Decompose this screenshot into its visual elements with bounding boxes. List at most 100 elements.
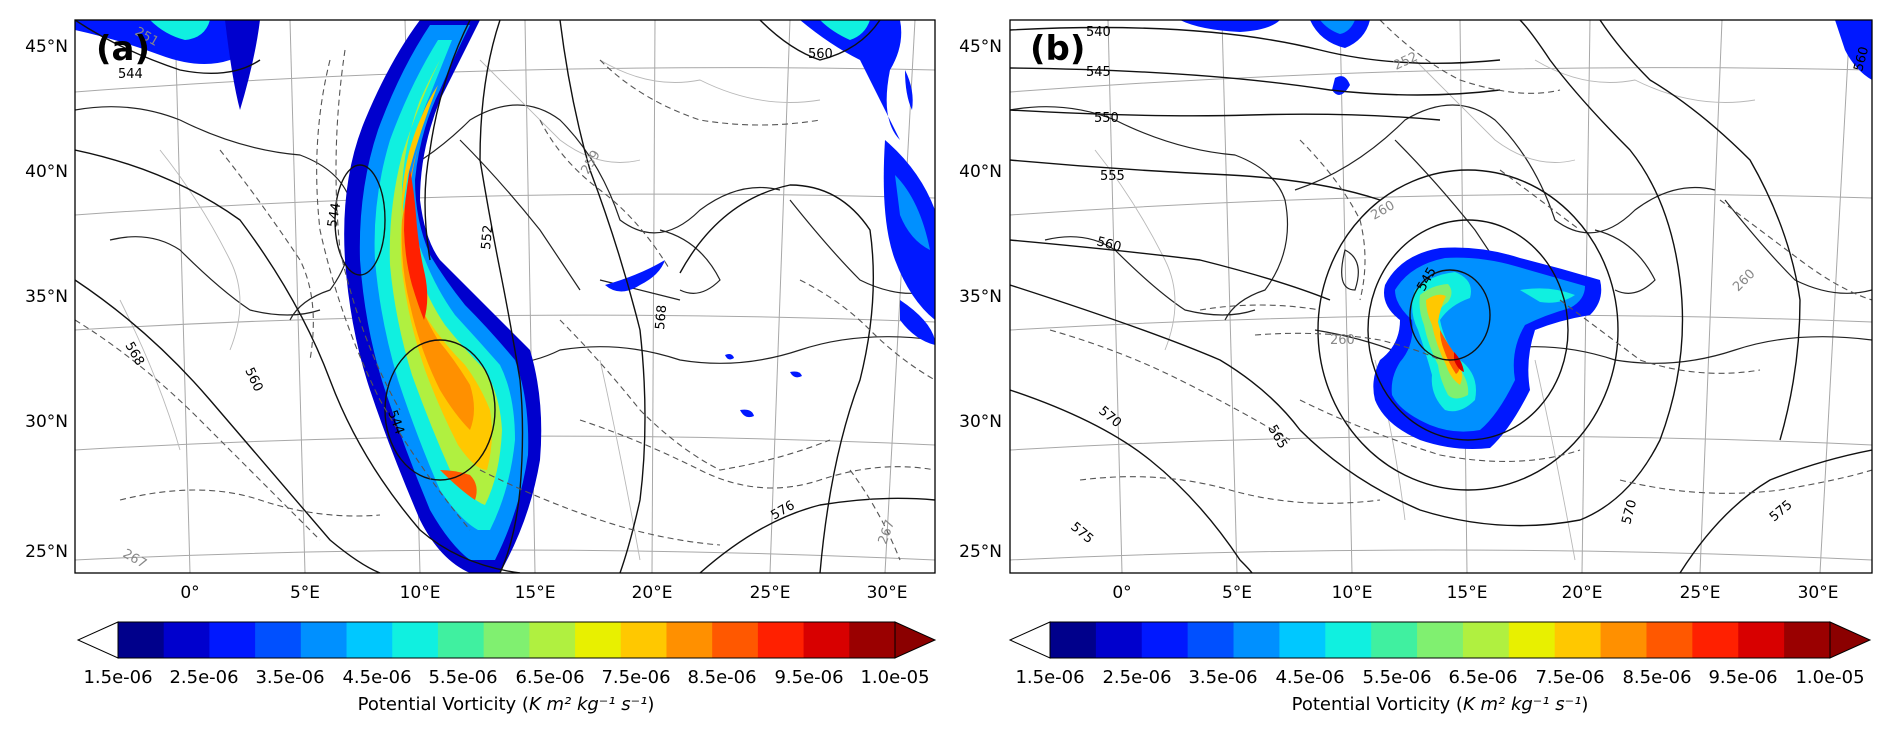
- panel-a-colorbar-tick: 6.5e-06: [515, 667, 584, 688]
- panel-b-lat-tick-35: 35°N: [959, 287, 1002, 307]
- panel-a-colorbar-tick: 8.5e-06: [687, 667, 756, 688]
- panel-a-colorbar-segment: [163, 622, 211, 658]
- panel-b-colorbar-segment: [1554, 622, 1602, 658]
- panel-b-lat-tick-30: 30°N: [959, 412, 1002, 432]
- panel-b-contour-label-545: 545: [1086, 65, 1111, 80]
- panel-b-lat-ticks: 45°N 40°N 35°N 30°N 25°N: [959, 37, 1002, 562]
- panel-a-lon-tick-25: 25°E: [750, 583, 791, 603]
- panel-a-colorbar-segments: [118, 622, 896, 658]
- panel-b-lon-tick-0: 0°: [1112, 583, 1131, 603]
- panel-a-geopotential-contours: [75, 20, 935, 573]
- panel-b-contour-label-550: 550: [1094, 111, 1119, 126]
- panel-a-colorbar-segment: [803, 622, 850, 658]
- panel-b-lat-tick-45: 45°N: [959, 37, 1002, 57]
- panel-b-colorbar-segment: [1738, 622, 1785, 658]
- panel-b-colorbar-segment: [1141, 622, 1189, 658]
- panel-b-contour-label-540: 540: [1086, 25, 1111, 40]
- panel-a-colorbar-segment: [437, 622, 485, 658]
- panel-a-colorbar-tick: 5.5e-06: [428, 667, 497, 688]
- panel-b-colorbar-segment: [1233, 622, 1281, 658]
- panel-a-lon-tick-0: 0°: [180, 583, 199, 603]
- panel-b-lon-tick-5: 5°E: [1222, 583, 1252, 603]
- panel-a-contour-label-568b: 568: [653, 304, 670, 330]
- panel-b-contour-label-555: 555: [1100, 169, 1125, 184]
- panel-b-colorbar-tick: 7.5e-06: [1535, 667, 1604, 688]
- panel-a-colorbar-tick: 7.5e-06: [601, 667, 670, 688]
- panel-a-lat-tick-40: 40°N: [25, 162, 68, 182]
- panel-a-colorbar-segment: [529, 622, 576, 658]
- panel-b-lon-tick-20: 20°E: [1562, 583, 1603, 603]
- panel-a-colorbar-under-triangle: [76, 621, 119, 659]
- panel-b-lon-tick-25: 25°E: [1680, 583, 1721, 603]
- panel-a-lon-tick-15: 15°E: [515, 583, 556, 603]
- panel-a-colorbar-segment: [849, 622, 896, 658]
- panel-a-colorbar-segment: [757, 622, 805, 658]
- panel-a-colorbar-tick: 4.5e-06: [342, 667, 411, 688]
- panel-a-contour-label-560a: 560: [808, 47, 833, 62]
- panel-b-colorbar-over-triangle: [1829, 621, 1872, 659]
- panel-a-colorbar-tick: 3.5e-06: [255, 667, 324, 688]
- panel-b-colorbar-segment: [1417, 622, 1464, 658]
- panel-a-colorbar-tick: 2.5e-06: [169, 667, 238, 688]
- panel-b-temperature-contours: [1049, 20, 1872, 504]
- panel-b-lat-tick-40: 40°N: [959, 162, 1002, 182]
- panel-a-colorbar-segment: [483, 622, 530, 658]
- panel-b-geopotential-contours: [1010, 20, 1872, 573]
- panel-b-colorbar-tick-labels: 1.5e-06 2.5e-06 3.5e-06 4.5e-06 5.5e-06 …: [1015, 667, 1864, 688]
- panel-a-contour-label-544b: 544: [325, 202, 344, 229]
- panel-a-colorbar-segment: [712, 622, 759, 658]
- panel-a-colorbar-segment: [118, 622, 165, 658]
- panel-b-lon-tick-10: 10°E: [1332, 583, 1373, 603]
- panel-a-colorbar-frame: [117, 621, 896, 659]
- panel-b-colorbar-tick: 8.5e-06: [1622, 667, 1691, 688]
- panel-a-colorbar-segment: [255, 622, 302, 658]
- panel-b-colorbar: 1.5e-06 2.5e-06 3.5e-06 4.5e-06 5.5e-06 …: [1008, 621, 1872, 715]
- panel-a-lon-tick-30: 30°E: [867, 583, 908, 603]
- panel-b-colorbar-segments: [1050, 622, 1831, 658]
- panel-a-lat-tick-30: 30°N: [25, 412, 68, 432]
- panel-a-lon-ticks: 0° 5°E 10°E 15°E 20°E 25°E 30°E: [180, 583, 907, 603]
- panel-b-colorbar-segment: [1325, 622, 1372, 658]
- panel-b-colorbar-segment: [1279, 622, 1326, 658]
- panel-a-lon-tick-10: 10°E: [400, 583, 441, 603]
- panel-b-colorbar-segment: [1600, 622, 1648, 658]
- panel-a-colorbar-segment: [392, 622, 439, 658]
- panel-b-colorbar-tick: 1.0e-05: [1795, 667, 1864, 688]
- panel-b-colorbar-segment: [1371, 622, 1418, 658]
- panel-a-colorbar: 1.5e-06 2.5e-06 3.5e-06 4.5e-06 5.5e-06 …: [76, 621, 937, 715]
- panel-b-colorbar-under-triangle: [1008, 621, 1051, 659]
- panel-a-temperature-contours: [75, 49, 935, 561]
- panel-a-colorbar-segment: [209, 622, 256, 658]
- panel-b-colorbar-segment: [1692, 622, 1739, 658]
- panel-a-colorbar-label: Potential Vorticity (K m² kg⁻¹ s⁻¹): [358, 694, 655, 715]
- panel-b-colorbar-segment: [1050, 622, 1097, 658]
- panel-b-colorbar-tick: 6.5e-06: [1448, 667, 1517, 688]
- panel-a-colorbar-tick: 1.0e-05: [860, 667, 929, 688]
- panel-b-colorbar-tick: 9.5e-06: [1708, 667, 1777, 688]
- panel-b-contour-label-260b: 260: [1330, 333, 1355, 348]
- panel-a-colorbar-tick-labels: 1.5e-06 2.5e-06 3.5e-06 4.5e-06 5.5e-06 …: [83, 667, 929, 688]
- panel-a-colorbar-segment: [300, 622, 348, 658]
- panel-b-colorbar-segment: [1508, 622, 1556, 658]
- panel-a-colorbar-segment: [346, 622, 393, 658]
- panel-b-lat-tick-25: 25°N: [959, 542, 1002, 562]
- panel-a-colorbar-segment: [620, 622, 668, 658]
- panel-b-colorbar-tick: 4.5e-06: [1275, 667, 1344, 688]
- panel-a-lat-tick-45: 45°N: [25, 37, 68, 57]
- panel-a-lat-tick-35: 35°N: [25, 287, 68, 307]
- panel-a-contour-label-552: 552: [479, 224, 496, 250]
- panel-b-colorbar-tick: 1.5e-06: [1015, 667, 1084, 688]
- panel-a-colorbar-tick: 9.5e-06: [774, 667, 843, 688]
- panel-a: 544 544 544 552 560 560 568 568 576 251 …: [25, 19, 937, 715]
- panel-a-colorbar-tick: 1.5e-06: [83, 667, 152, 688]
- panel-b: 540 545 550 555 560 545 565 570 570 575 …: [959, 19, 1873, 715]
- panel-b-lon-ticks: 0° 5°E 10°E 15°E 20°E 25°E 30°E: [1112, 583, 1838, 603]
- panel-b-colorbar-label: Potential Vorticity (K m² kg⁻¹ s⁻¹): [1292, 694, 1589, 715]
- panel-b-contour-label-570b: 570: [1619, 498, 1640, 526]
- panel-b-colorbar-tick: 3.5e-06: [1188, 667, 1257, 688]
- panel-a-colorbar-segment: [575, 622, 622, 658]
- panel-b-colorbar-segment: [1646, 622, 1693, 658]
- panel-a-lat-tick-25: 25°N: [25, 542, 68, 562]
- panel-b-colorbar-segment: [1187, 622, 1235, 658]
